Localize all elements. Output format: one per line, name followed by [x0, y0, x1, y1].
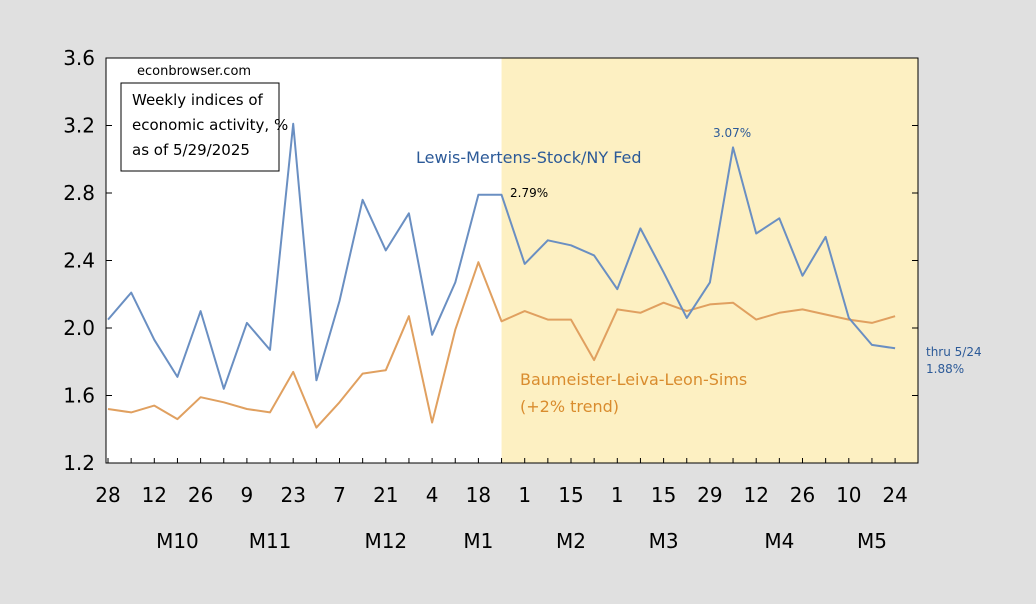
x-month-label: M5: [857, 529, 887, 553]
point-label-279: 2.79%: [510, 186, 548, 200]
x-tick-label: 12: [743, 483, 768, 507]
series-label-lms: Lewis-Mertens-Stock/NY Fed: [416, 148, 642, 167]
x-tick-label: 21: [373, 483, 398, 507]
annotation-box-line-1: Weekly indices of: [132, 91, 264, 109]
x-tick-label: 1: [518, 483, 531, 507]
annotation-box-line-3: as of 5/29/2025: [132, 141, 250, 159]
x-month-label: M3: [649, 529, 679, 553]
x-tick-label: 26: [790, 483, 815, 507]
x-tick-label: 4: [426, 483, 439, 507]
x-month-label: M1: [463, 529, 493, 553]
x-month-label: M12: [364, 529, 407, 553]
thru-label: thru 5/24: [926, 345, 982, 359]
shaded-region: [501, 58, 918, 463]
series-line-lewis: [107, 122, 896, 390]
x-tick-label: 26: [188, 483, 213, 507]
x-tick-label: 23: [280, 483, 305, 507]
last-value-label: 1.88%: [926, 362, 964, 376]
x-tick-label: 9: [241, 483, 254, 507]
y-tick-label: 3.2: [63, 114, 95, 138]
x-tick-label: 18: [466, 483, 491, 507]
x-tick-label: 28: [95, 483, 120, 507]
x-month-label: M10: [156, 529, 199, 553]
annotation-box: [120, 82, 280, 172]
x-axis: 28 12 26 9 23 7 21 4 18 1 15 1 15 29 12 26 10 24 M10 M11 M12…: [95, 458, 908, 553]
x-month-label: M2: [556, 529, 586, 553]
y-tick-label: 2.8: [63, 181, 95, 205]
y-tick-label: 1.6: [63, 384, 95, 408]
point-label-307: 3.07%: [713, 126, 751, 140]
y-tick-label: 1.2: [63, 451, 95, 475]
annotation-box-line-2: economic activity, %: [132, 116, 288, 134]
source-label: econbrowser.com: [137, 64, 251, 79]
x-tick-label: 7: [333, 483, 346, 507]
y-tick-label: 2.4: [63, 249, 95, 273]
x-tick-label: 15: [651, 483, 676, 507]
series-layer: [107, 122, 896, 429]
x-tick-label: 15: [558, 483, 583, 507]
x-tick-label: 29: [697, 483, 722, 507]
x-month-label: M11: [249, 529, 292, 553]
series-label-bll: Baumeister-Leiva-Leon-Sims: [520, 370, 747, 389]
x-tick-label: 12: [142, 483, 167, 507]
y-tick-label: 2.0: [63, 316, 95, 340]
y-axis: 1.2 1.6 2.0 2.4 2.8 3.2 3.6: [63, 46, 918, 475]
x-tick-label: 24: [882, 483, 907, 507]
series-label-bll-trend: (+2% trend): [520, 397, 619, 416]
y-tick-label: 3.6: [63, 46, 95, 70]
x-tick-label: 1: [611, 483, 624, 507]
series-line-baumeister: [107, 261, 896, 429]
x-tick-label: 10: [836, 483, 861, 507]
x-month-label: M4: [764, 529, 794, 553]
